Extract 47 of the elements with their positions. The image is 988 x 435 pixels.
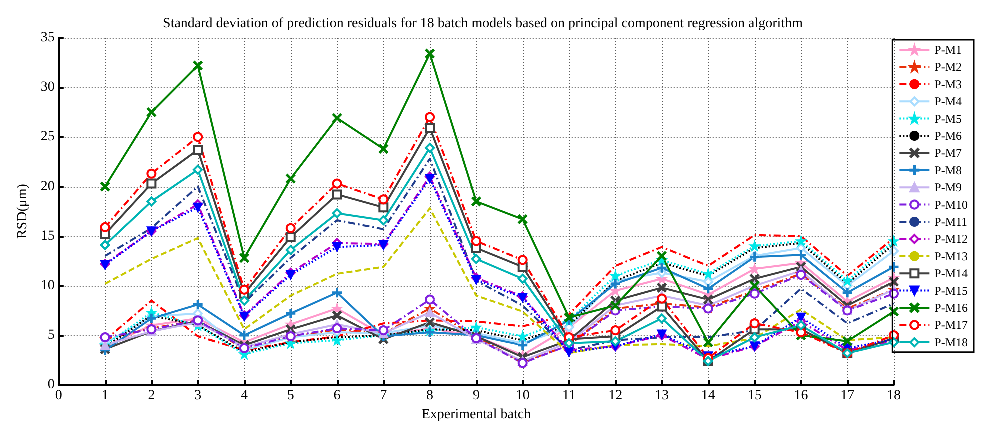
x-tick-label: 1 [102, 388, 109, 404]
legend-label: P-M17 [934, 318, 968, 332]
legend-label: P-M6 [934, 129, 962, 143]
legend-label: P-M9 [934, 180, 962, 195]
y-tick-label: 15 [40, 228, 55, 244]
legend-label: P-M7 [934, 146, 962, 160]
legend-label: P-M1 [934, 43, 962, 57]
x-tick-label: 5 [287, 388, 294, 404]
x-tick-label: 16 [794, 388, 808, 404]
legend-label: P-M3 [934, 77, 962, 92]
legend-label: P-M16 [934, 301, 968, 315]
x-tick-label: 14 [701, 388, 716, 404]
y-tick-label: 25 [40, 130, 55, 145]
y-tick-label: 5 [48, 328, 55, 344]
y-tick-label: 10 [40, 278, 55, 294]
legend-label: P-M8 [934, 163, 962, 178]
x-tick-label: 6 [334, 388, 341, 404]
legend-label: P-M2 [934, 60, 962, 74]
legend-label: P-M5 [934, 112, 962, 126]
y-tick-label: 30 [40, 80, 55, 96]
y-axis-title: RSD(μm) [16, 184, 30, 240]
legend-label: P-M15 [934, 284, 968, 298]
x-tick-label: 17 [840, 388, 855, 404]
x-tick-label: 3 [194, 388, 202, 404]
legend-label: P-M10 [934, 198, 968, 212]
chart-title: Standard deviation of prediction residuals for 18 batch models based on principal component regression algorithm [163, 16, 804, 32]
x-tick-label: 12 [608, 388, 623, 404]
x-tick-label: 2 [148, 388, 156, 404]
x-tick-label: 10 [516, 388, 530, 404]
x-tick-label: 7 [380, 388, 388, 404]
legend-label: P-M11 [934, 215, 968, 229]
x-tick-label: 13 [655, 388, 670, 404]
y-tick-label: 20 [40, 179, 55, 194]
x-tick-label: 11 [562, 388, 576, 404]
legend-label: P-M12 [934, 232, 968, 246]
y-tick-label: 35 [40, 30, 55, 46]
x-tick-label: 15 [748, 388, 762, 404]
x-tick-label: 9 [472, 388, 480, 404]
y-tick-label: 0 [48, 378, 55, 393]
x-tick-label: 8 [426, 388, 434, 404]
x-tick-label: 4 [240, 388, 248, 404]
x-axis-title: Experimental batch [422, 408, 532, 422]
x-tick-label: 18 [887, 388, 901, 404]
legend-label: P-M14 [934, 266, 968, 281]
legend-label: P-M13 [934, 249, 968, 264]
legend-label: P-M4 [934, 94, 962, 109]
legend-label: P-M18 [934, 335, 968, 350]
